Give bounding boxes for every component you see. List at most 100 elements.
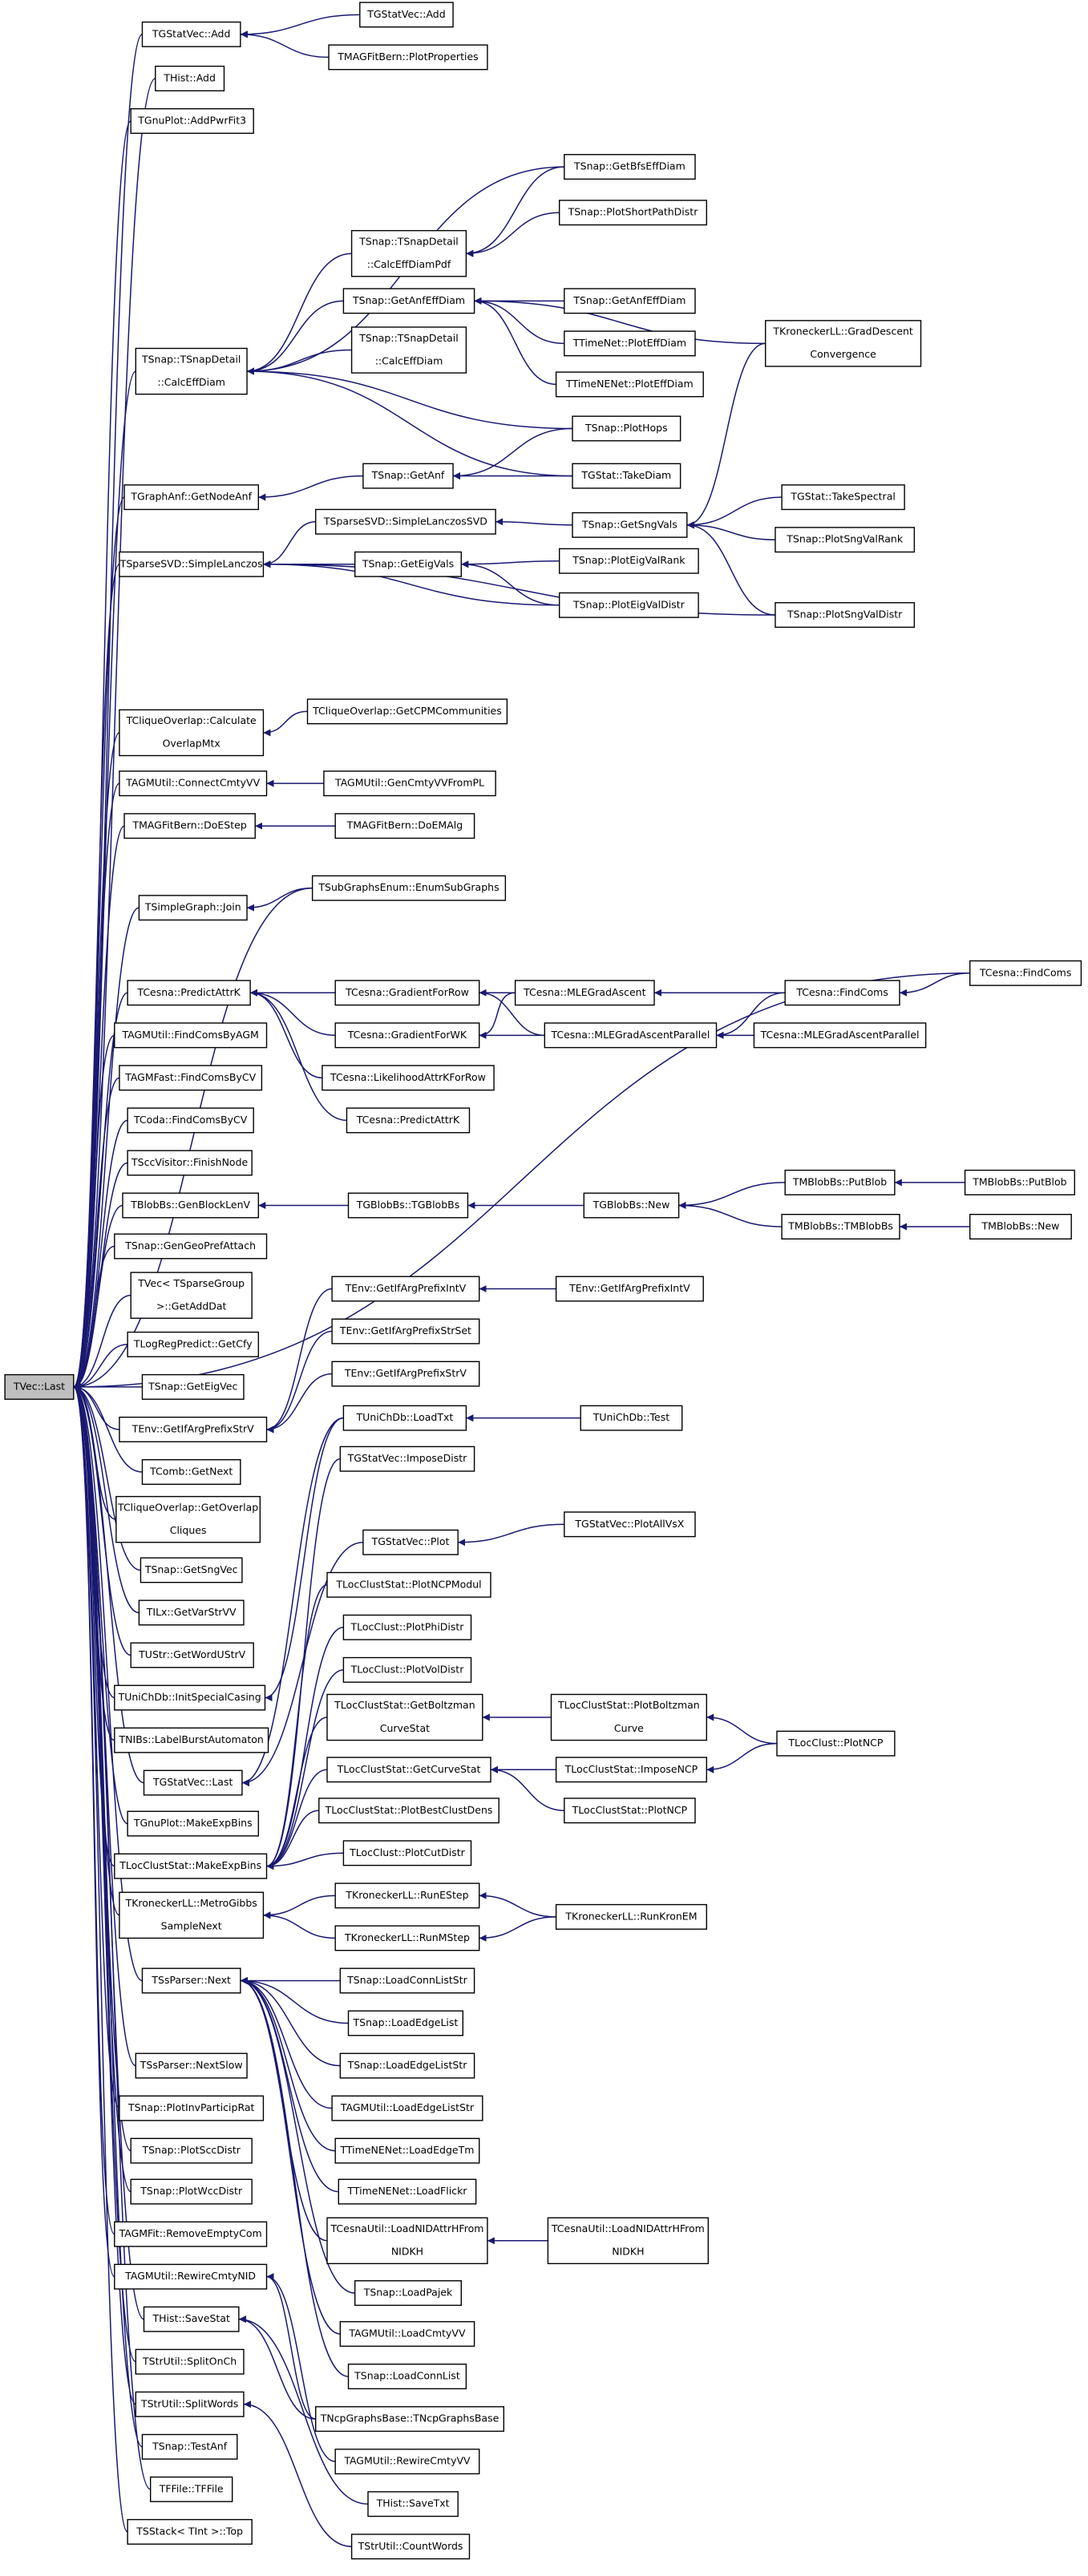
node-label: TLogRegPredict::GetCfy	[133, 1337, 253, 1349]
node-box	[580, 1405, 683, 1431]
function-node: TSnap::LoadConnList	[347, 2364, 467, 2390]
node-box	[135, 2348, 245, 2375]
edge	[73, 887, 313, 1391]
function-node: TSubGraphsEnum::EnumSubGraphs	[311, 875, 507, 901]
node-label: TCesna::FindComs	[795, 986, 888, 998]
node-box	[114, 2221, 268, 2247]
node-box	[564, 288, 696, 314]
edge	[240, 1976, 341, 2067]
node-box	[969, 960, 1082, 986]
node-label: TAGMUtil::LoadEdgeListStr	[340, 2101, 475, 2113]
edge	[73, 78, 156, 1391]
function-node: TSnap::GenGeoPrefAttach	[114, 1233, 268, 1260]
node-label: TLocClustStat::PlotNCP	[572, 1804, 688, 1816]
edge	[73, 1294, 131, 1391]
node-label: TStrUtil::SplitOnCh	[142, 2355, 237, 2367]
node-label: TLocClust::PlotVolDistr	[350, 1663, 465, 1675]
node-label: TCesnaUtil::LoadNIDAttrHFrom	[551, 2222, 705, 2234]
node-box	[359, 2, 454, 28]
edge	[466, 166, 564, 257]
node-label: TTimeNENet::PlotEffDiam	[565, 378, 694, 390]
node-box	[155, 65, 225, 91]
edge	[240, 1977, 349, 2377]
node-label: TLocClustStat::GetBoltzman	[334, 1699, 475, 1711]
function-node: TKroneckerLL::RunEStep	[334, 1882, 480, 1909]
edge	[706, 1713, 778, 1745]
node-label: TUniChDb::LoadTxt	[356, 1411, 454, 1423]
edge	[240, 14, 360, 38]
edge	[73, 1383, 143, 1982]
node-box	[514, 980, 655, 1006]
node-label: TSnap::PlotSngValDistr	[787, 609, 903, 621]
node-box	[547, 2217, 710, 2265]
function-node: TLocClustStat::GetCurveStat	[326, 1757, 491, 1783]
function-node: TGStat::TakeSpectral	[781, 484, 905, 511]
edge	[73, 1383, 143, 1473]
node-label: TSnap::GetAnfEffDiam	[572, 294, 686, 306]
node-label: TSnap::GetEigVec	[148, 1380, 237, 1392]
node-label: TSnap::PlotWccDistr	[140, 2185, 243, 2197]
node-label: TSnap::GetAnfEffDiam	[352, 294, 465, 306]
node-label: TSimpleGraph::Join	[144, 901, 241, 913]
edge	[686, 342, 766, 529]
edge	[73, 1245, 115, 1391]
node-label: NIDKH	[612, 2246, 644, 2258]
node-label: TGStatVec::Add	[366, 8, 446, 20]
function-node: TNcpGraphsBase::TNcpGraphsBase	[315, 2406, 505, 2432]
function-node: TAGMFit::RemoveEmptyCom	[114, 2221, 268, 2247]
node-label: TEnv::GetIfArgPrefixIntV	[568, 1282, 690, 1294]
edge	[686, 521, 775, 616]
nodes: TVec::Last TGStatVec::AddTHist::AddTGnuPl…	[4, 2, 1082, 2560]
edges	[73, 14, 970, 2548]
node-label: ::CalcEffDiam	[157, 376, 225, 388]
function-node: TCesna::FindComs	[969, 960, 1082, 986]
edge	[263, 710, 308, 737]
node-box	[331, 2095, 483, 2121]
node-label: TCliqueOverlap::GetCPMCommunities	[312, 705, 502, 717]
function-node: TMBlobBs::PutBlob	[784, 1169, 896, 1195]
node-box	[558, 200, 707, 226]
node-box	[130, 2178, 253, 2205]
function-node: TComb::GetNext	[141, 1458, 241, 1485]
node-label: TAGMUtil::ConnectCmtyVV	[125, 777, 260, 789]
node-label: TCesna::PredictAttrK	[136, 986, 241, 998]
node-box	[114, 2263, 268, 2290]
function-node: TSnap::GetAnf	[362, 463, 454, 489]
function-node: TAGMUtil::LoadEdgeListStr	[331, 2095, 483, 2121]
edge	[73, 1034, 115, 1391]
function-node: TAGMUtil::ConnectCmtyVV	[119, 770, 268, 797]
edge	[266, 1373, 333, 1434]
edge	[258, 475, 363, 501]
function-node: TSnap::TSnapDetail::CalcEffDiamPdf	[350, 229, 467, 277]
node-box	[347, 2364, 467, 2390]
function-node: TSnap::PlotSccDistr	[130, 2137, 253, 2164]
function-node: TLocClustStat::MakeExpBins	[114, 1853, 268, 1879]
node-box	[775, 602, 916, 629]
edge	[266, 1288, 333, 1434]
node-box	[784, 980, 900, 1006]
node-box	[339, 2052, 475, 2079]
edge	[73, 1383, 151, 2490]
function-node: TVec< TSparseGroup>::GetAddDat	[130, 1272, 253, 1319]
edge	[73, 783, 120, 1391]
node-box	[334, 813, 475, 839]
node-label: TCliqueOverlap::Calculate	[126, 714, 257, 726]
node-box	[765, 320, 922, 367]
function-node: TMBlobBs::TMBlobBs	[781, 1213, 900, 1239]
node-box	[143, 2306, 240, 2332]
node-box	[114, 1022, 268, 1049]
node-box	[311, 875, 507, 901]
node-label: NIDKH	[391, 2246, 423, 2258]
node-label: TCesna::GradientForWK	[347, 1029, 467, 1041]
node-label: SampleNext	[161, 1920, 222, 1932]
edge	[73, 1383, 141, 1571]
node-box	[572, 512, 688, 538]
node-label: TMBlobBs::TMBlobBs	[787, 1220, 893, 1232]
edge	[474, 297, 564, 345]
node-label: Convergence	[810, 348, 876, 360]
node-box	[123, 813, 256, 839]
node-label: TMAGFitBern::PlotProperties	[337, 51, 478, 63]
